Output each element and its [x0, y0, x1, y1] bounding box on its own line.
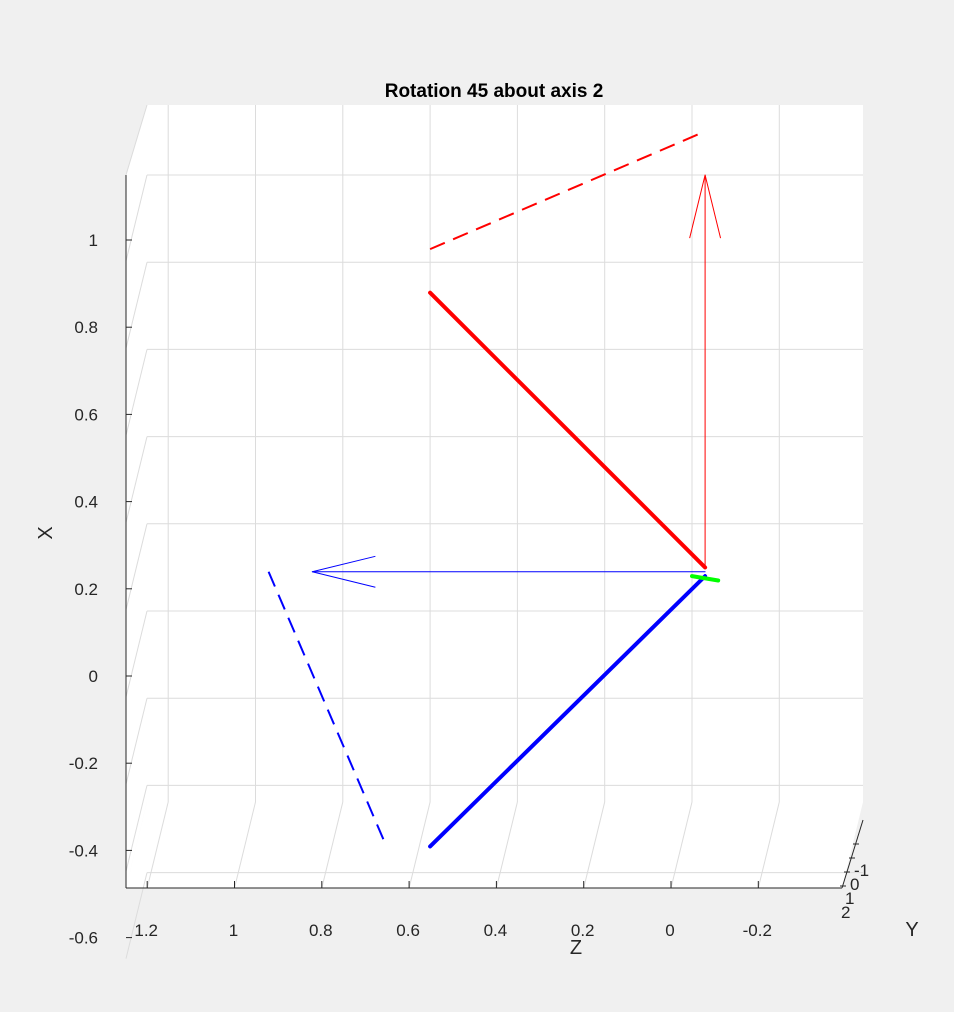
tick-label-z: 0	[665, 921, 674, 940]
tick-label-z: 1.2	[134, 921, 158, 940]
tick-label-z: 0.2	[571, 921, 595, 940]
plot-series	[267, 130, 722, 849]
side-pane	[126, 105, 147, 888]
y-axis-line	[841, 819, 864, 889]
tick-label-x: 0.4	[74, 493, 98, 512]
grid-lines	[125, 105, 863, 959]
side-grid-line-x	[125, 262, 148, 349]
tick-label-x: 0.2	[74, 580, 98, 599]
side-grid-line-x	[125, 872, 148, 959]
series-arrowhead-5	[312, 555, 376, 588]
chart-title: Rotation 45 about axis 2	[385, 81, 604, 102]
tick-label-x: 0.8	[74, 318, 98, 337]
floor-grid-line-z	[146, 801, 169, 889]
floor-grid-line-z	[234, 801, 256, 889]
side-grid-line-x	[125, 349, 148, 436]
series-arrowhead-2	[689, 174, 722, 239]
side-grid-line-x	[125, 174, 148, 262]
axes-lines	[125, 104, 864, 889]
series-line-6	[690, 574, 721, 583]
tick-label-z: -0.2	[743, 921, 772, 940]
tick-labels: 1.2 1 0.8 0.6 0.4 0.2 0 -0.2 1 0.8 0.6 0.4 0.2 0 -0.2 -…	[69, 231, 869, 948]
floor-grid-line-z	[408, 801, 431, 889]
floor-pane	[126, 802, 863, 888]
floor-grid-line-z	[757, 801, 780, 889]
tick-label-y: 0	[850, 875, 859, 894]
series-line-1	[428, 290, 708, 570]
floor-grid-line-z	[583, 801, 606, 889]
side-grid-line-x	[125, 436, 148, 523]
tick-label-z: 0.8	[309, 921, 333, 940]
tick-label-y: 2	[841, 903, 850, 922]
tick-label-y: -1	[854, 861, 869, 880]
tick-label-z: 0.6	[396, 921, 420, 940]
side-grid-line-x	[125, 610, 148, 698]
tick-label-x: 0	[89, 667, 98, 686]
y-axis-label: Y	[905, 919, 918, 941]
tick-label-z: 0.4	[484, 921, 508, 940]
x-axis-label: X	[35, 526, 57, 539]
tick-label-x: 0.6	[74, 405, 98, 424]
side-grid-line-x	[125, 698, 148, 785]
floor-grid-line-z	[495, 801, 518, 889]
axes-panes	[126, 105, 863, 888]
tick-label-y: 1	[845, 889, 854, 908]
tick-label-x: -0.4	[69, 841, 98, 860]
box-edge	[125, 104, 148, 176]
back-pane	[147, 105, 863, 802]
side-grid-line-x	[125, 523, 148, 610]
tick-label-x: -0.6	[69, 929, 98, 948]
series-line-4	[428, 574, 708, 849]
floor-grid-line-z	[321, 801, 344, 889]
side-grid-line-x	[125, 785, 148, 872]
floor-grid-line-z	[670, 801, 693, 889]
z-axis-label: Z	[570, 937, 582, 959]
tick-label-z: 1	[229, 921, 238, 940]
tick-marks	[126, 239, 859, 939]
tick-label-x: 1	[89, 231, 98, 250]
tick-label-x: -0.2	[69, 754, 98, 773]
